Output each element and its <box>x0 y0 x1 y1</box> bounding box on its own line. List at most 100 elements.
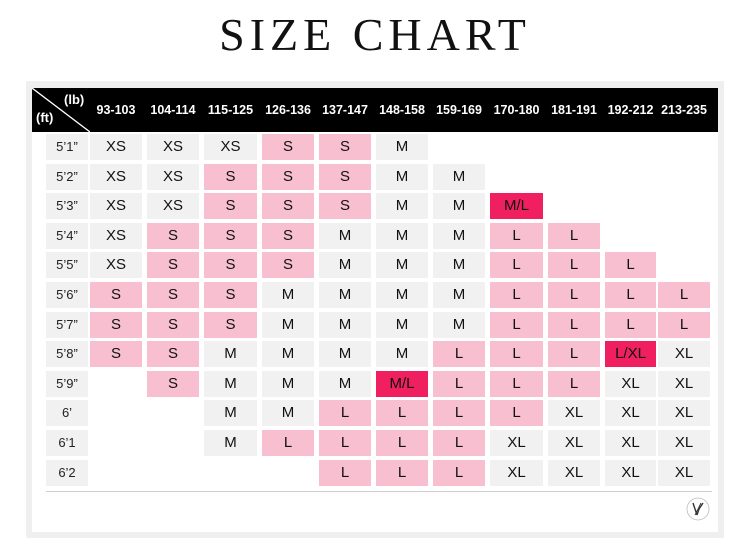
size-cell: M <box>319 252 371 278</box>
size-cell: M <box>319 371 371 397</box>
size-cell: M <box>376 341 428 367</box>
size-cell: M <box>204 430 257 456</box>
size-cell: M <box>262 371 314 397</box>
size-cell: L <box>262 430 314 456</box>
size-cell: S <box>262 252 314 278</box>
size-cell: S <box>262 223 314 249</box>
size-cell: M <box>262 341 314 367</box>
page-title: SIZE CHART <box>219 9 531 60</box>
size-cell: S <box>319 164 371 190</box>
size-cell: XL <box>548 460 600 486</box>
height-label: 5’8” <box>46 341 88 367</box>
weight-header: 213-235 <box>661 103 707 117</box>
header-row <box>32 88 718 132</box>
height-label: 5’9” <box>46 371 88 397</box>
weight-header: 159-169 <box>436 103 482 117</box>
size-cell: S <box>147 252 199 278</box>
size-cell: L <box>548 371 600 397</box>
size-cell: M <box>204 341 257 367</box>
size-cell: M <box>376 134 428 160</box>
size-cell: L <box>490 282 543 308</box>
size-cell: M <box>376 282 428 308</box>
corner-header-cell <box>32 88 90 132</box>
height-label: 5’4” <box>46 223 88 249</box>
size-cell: M <box>433 312 485 338</box>
weight-header: 126-136 <box>265 103 311 117</box>
size-cell: XL <box>658 371 710 397</box>
size-cell: L <box>490 341 543 367</box>
chart-panel <box>32 88 718 532</box>
size-cell: S <box>319 193 371 219</box>
size-cell: XL <box>658 341 710 367</box>
size-cell: XS <box>204 134 257 160</box>
size-cell: L/XL <box>605 341 656 367</box>
size-cell: M <box>376 223 428 249</box>
size-cell: M <box>262 400 314 426</box>
size-cell: M <box>433 223 485 249</box>
brand-monogram-icon <box>686 497 710 521</box>
size-cell: S <box>204 312 257 338</box>
size-cell: L <box>490 371 543 397</box>
size-cell: S <box>262 134 314 160</box>
size-cell: XL <box>658 400 710 426</box>
size-cell: XL <box>490 430 543 456</box>
size-cell: L <box>319 460 371 486</box>
size-cell: M <box>376 312 428 338</box>
size-cell: M <box>433 164 485 190</box>
size-cell: S <box>147 341 199 367</box>
size-cell: L <box>376 400 428 426</box>
height-label: 5’5” <box>46 252 88 278</box>
size-cell: S <box>90 341 142 367</box>
size-cell: L <box>433 400 485 426</box>
size-cell: XS <box>90 223 142 249</box>
size-cell: XS <box>90 164 142 190</box>
size-cell: M <box>376 164 428 190</box>
size-cell: M <box>204 400 257 426</box>
size-cell: M <box>433 282 485 308</box>
size-cell: L <box>658 312 710 338</box>
size-cell: M <box>376 193 428 219</box>
size-cell: S <box>319 134 371 160</box>
size-cell: M <box>262 282 314 308</box>
size-cell: L <box>376 460 428 486</box>
size-cell: S <box>90 312 142 338</box>
size-cell: XL <box>605 400 656 426</box>
size-cell: L <box>490 312 543 338</box>
weight-header: 192-212 <box>607 103 654 117</box>
height-label: 5’3” <box>46 193 88 219</box>
size-cell: L <box>605 312 656 338</box>
weight-header: 170-180 <box>493 103 540 117</box>
size-cell: S <box>204 193 257 219</box>
size-cell: L <box>605 282 656 308</box>
size-cell: M/L <box>490 193 543 219</box>
height-label: 5’6” <box>46 282 88 308</box>
size-cell: XS <box>90 193 142 219</box>
table-bottom-divider <box>46 491 712 492</box>
weight-unit-label: (lb) <box>64 92 85 107</box>
size-cell: S <box>204 223 257 249</box>
size-cell: L <box>605 252 656 278</box>
weight-header: 181-191 <box>551 103 597 117</box>
size-cell: S <box>262 193 314 219</box>
size-cell: L <box>490 252 543 278</box>
height-unit-label: (ft) <box>36 110 54 125</box>
size-cell: S <box>204 164 257 190</box>
size-cell: M <box>433 252 485 278</box>
size-cell: S <box>90 282 142 308</box>
size-cell: S <box>204 252 257 278</box>
size-cell: M <box>262 312 314 338</box>
weight-header: 104-114 <box>150 103 196 117</box>
size-cell: M <box>376 252 428 278</box>
size-cell: L <box>433 430 485 456</box>
diagonal-divider-icon <box>32 88 90 132</box>
size-cell: L <box>658 282 710 308</box>
size-cell: M <box>319 341 371 367</box>
size-cell: XL <box>605 371 656 397</box>
size-cell: XS <box>90 134 142 160</box>
size-cell: M <box>319 312 371 338</box>
size-cell: L <box>433 341 485 367</box>
size-cell: L <box>490 223 543 249</box>
size-cell: XL <box>605 460 656 486</box>
height-label: 6’2 <box>46 460 88 486</box>
size-cell: XS <box>90 252 142 278</box>
